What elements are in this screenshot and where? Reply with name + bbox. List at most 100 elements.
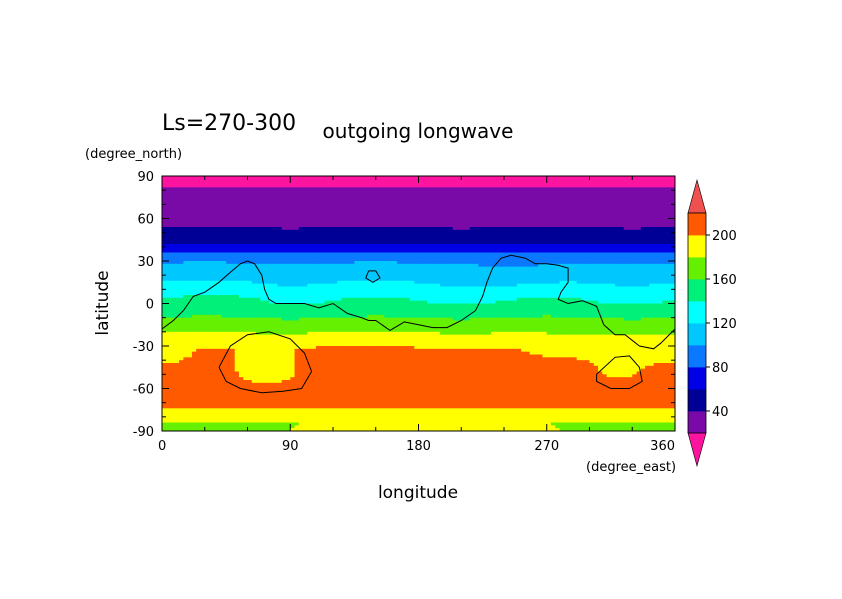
heatmap-cell [311, 249, 317, 254]
heatmap-cell [551, 244, 556, 248]
heatmap-cell [422, 221, 428, 225]
heatmap-cell [657, 232, 663, 237]
heatmap-cell [508, 289, 514, 293]
heatmap-cell [478, 193, 484, 197]
heatmap-cell [234, 289, 240, 293]
heatmap-cell [405, 292, 411, 296]
heatmap-cell [358, 280, 364, 285]
heatmap-cell [251, 275, 257, 279]
heatmap-cell [499, 244, 505, 248]
heatmap-cell [221, 190, 227, 194]
heatmap-cell [670, 207, 675, 211]
heatmap-cell [422, 258, 428, 262]
heatmap-cell [354, 227, 360, 231]
heatmap-cell [585, 241, 591, 245]
heatmap-cell [670, 278, 675, 282]
heatmap-cell [315, 187, 321, 191]
heatmap-cell [401, 184, 407, 188]
heatmap-cell [508, 275, 514, 279]
heatmap-cell [358, 252, 364, 256]
heatmap-cell [478, 229, 484, 234]
heatmap-cell [328, 210, 334, 214]
heatmap-cell [563, 224, 569, 228]
heatmap-cell [200, 187, 206, 191]
heatmap-cell [559, 207, 565, 211]
heatmap-cell [264, 201, 270, 205]
heatmap-cell [478, 289, 484, 293]
heatmap-cell [546, 227, 552, 231]
heatmap-cell [264, 176, 270, 180]
heatmap-cell [439, 283, 445, 288]
heatmap-cell [277, 278, 283, 282]
heatmap-cell [217, 204, 223, 208]
heatmap-cell [615, 278, 621, 282]
heatmap-cell [409, 187, 415, 191]
heatmap-cell [414, 198, 420, 203]
heatmap-cell [230, 292, 236, 296]
heatmap-cell [196, 187, 202, 191]
heatmap-cell [337, 227, 343, 231]
heatmap-cell [230, 212, 236, 217]
heatmap-cell [563, 201, 569, 205]
heatmap-cell [298, 266, 304, 271]
heatmap-cell [657, 255, 663, 259]
heatmap-cell [572, 258, 578, 262]
heatmap-cell [461, 212, 467, 217]
heatmap-cell [324, 218, 330, 222]
heatmap-cell [307, 235, 313, 239]
heatmap-cell [529, 235, 535, 239]
heatmap-cell [371, 198, 377, 203]
heatmap-cell [499, 272, 505, 276]
heatmap-cell [345, 215, 351, 220]
heatmap-cell [495, 187, 501, 191]
heatmap-cell [585, 232, 591, 237]
heatmap-cell [585, 252, 591, 256]
heatmap-cell [461, 269, 467, 273]
heatmap-cell [427, 255, 432, 259]
heatmap-cell [619, 249, 625, 254]
heatmap-cell [461, 258, 467, 262]
heatmap-cell [606, 249, 612, 254]
heatmap-cell [307, 266, 313, 271]
heatmap-cell [555, 184, 561, 188]
heatmap-cell [435, 218, 441, 222]
heatmap-cell [465, 227, 471, 231]
heatmap-cell [409, 184, 415, 188]
heatmap-cell [243, 278, 249, 282]
heatmap-cell [495, 201, 501, 205]
heatmap-cell [277, 215, 283, 220]
heatmap-cell [367, 235, 373, 239]
heatmap-cell [512, 212, 518, 217]
heatmap-cell [320, 235, 326, 239]
heatmap-cell [508, 269, 514, 273]
heatmap-cell [474, 201, 479, 205]
heatmap-cell [320, 218, 326, 222]
heatmap-cell [341, 283, 347, 288]
heatmap-cell [179, 187, 184, 191]
heatmap-cell [619, 263, 625, 268]
heatmap-cell [593, 195, 599, 200]
heatmap-cell [367, 232, 373, 237]
heatmap-cell [298, 292, 304, 296]
heatmap-cell [405, 263, 411, 268]
heatmap-cell [533, 232, 539, 237]
heatmap-cell [183, 289, 189, 293]
heatmap-cell [350, 212, 355, 217]
heatmap-cell [486, 215, 492, 220]
heatmap-cell [183, 286, 189, 290]
heatmap-cell [311, 261, 317, 265]
heatmap-cell [285, 229, 291, 234]
heatmap-cell [538, 272, 544, 276]
heatmap-cell [333, 249, 338, 254]
heatmap-cell [401, 178, 407, 183]
heatmap-cell [465, 258, 471, 262]
heatmap-cell [431, 238, 437, 242]
heatmap-cell [653, 201, 659, 205]
heatmap-cell [397, 178, 402, 183]
heatmap-cell [619, 229, 625, 234]
heatmap-cell [598, 190, 603, 194]
heatmap-cell [632, 204, 638, 208]
heatmap-cell [640, 201, 646, 205]
heatmap-cell [170, 272, 176, 276]
heatmap-cell [350, 195, 355, 200]
